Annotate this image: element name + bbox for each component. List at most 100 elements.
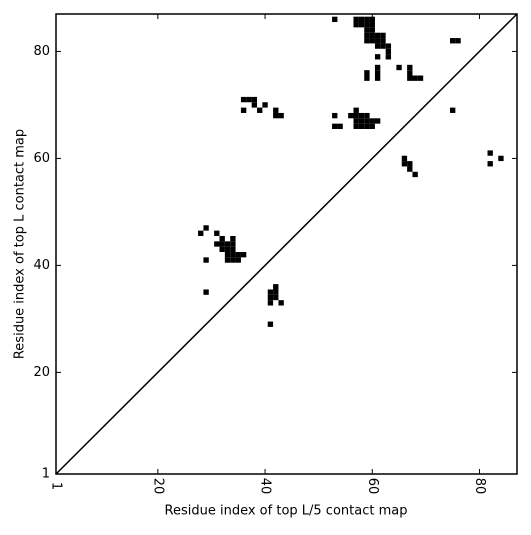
diagonal: [55, 13, 518, 475]
contact-cell: [278, 112, 284, 119]
x-tick-label: 80: [472, 478, 487, 495]
contact-cell: [230, 257, 236, 263]
contact-cell: [364, 112, 370, 119]
contact-cell: [230, 241, 236, 247]
contact-cell: [214, 241, 220, 247]
contact-cell: [374, 118, 381, 124]
contact-cell: [364, 70, 370, 76]
contact-cell: [198, 230, 204, 236]
contact-cell: [449, 107, 456, 113]
contact-cell: [273, 107, 279, 113]
contact-cell: [407, 75, 413, 81]
contact-cell: [224, 246, 231, 253]
contact-cell: [380, 38, 386, 44]
contact-cell: [235, 257, 241, 263]
x-tick-label: 40: [258, 478, 273, 495]
contact-cell: [332, 112, 338, 119]
contact-cell: [358, 112, 365, 119]
contact-cell: [449, 38, 456, 44]
x-tick-label: 60: [365, 478, 380, 495]
contact-cell: [374, 75, 381, 81]
contact-cell: [267, 321, 274, 327]
contact-cell: [412, 171, 418, 178]
contact-cell: [487, 161, 493, 167]
contact-cell: [380, 32, 386, 39]
contact-cell: [407, 70, 413, 76]
contact-cell: [364, 118, 370, 124]
contact-cell: [407, 64, 413, 71]
y-tick-label: 20: [33, 365, 50, 380]
contact-cell: [230, 246, 236, 253]
y-tick-label: 60: [33, 151, 50, 166]
contact-cell: [498, 155, 504, 162]
contact-cell: [240, 96, 247, 103]
contact-cell: [219, 241, 225, 247]
contact-cell: [267, 289, 274, 295]
contact-cell: [214, 230, 220, 236]
x-tick-label: 1: [49, 482, 64, 490]
contact-cell: [364, 38, 370, 44]
contact-cell: [273, 294, 279, 301]
contact-cell: [374, 43, 381, 49]
contact-cell: [407, 166, 413, 172]
contact-cell: [273, 289, 279, 295]
contact-cell: [487, 150, 493, 156]
contact-cell: [364, 75, 370, 81]
contact-cell: [203, 225, 209, 231]
contact-cell: [385, 43, 392, 49]
contact-cell: [267, 300, 274, 306]
contact-cell: [273, 112, 279, 119]
contact-cell: [273, 284, 279, 290]
contact-cell: [353, 22, 359, 28]
contact-cell: [369, 16, 375, 23]
contact-cell: [358, 123, 365, 129]
contact-cell: [203, 289, 209, 295]
contact-cell: [369, 38, 375, 44]
contact-cell: [353, 123, 359, 129]
contact-cell: [374, 32, 381, 39]
contact-cell: [262, 102, 268, 108]
contact-cell: [385, 48, 392, 55]
contact-cell: [332, 16, 338, 23]
contact-cell: [348, 112, 354, 119]
contact-cell: [364, 32, 370, 39]
contact-cell: [369, 118, 375, 124]
contact-cell: [364, 22, 370, 28]
contact-cell: [364, 16, 370, 23]
contact-cell: [369, 27, 375, 33]
y-tick-label: 40: [33, 258, 50, 273]
contact-cell: [230, 235, 236, 242]
contact-cell: [358, 22, 365, 28]
contact-cell: [353, 107, 359, 113]
contact-cell: [337, 123, 343, 129]
contact-cell: [374, 38, 381, 44]
contact-cell: [396, 64, 402, 71]
x-axis-label: Residue index of top L/5 contact map: [165, 504, 408, 519]
contact-cell: [219, 235, 225, 242]
contact-cell: [412, 75, 418, 81]
contact-cell: [332, 123, 338, 129]
y-tick-label: 1: [42, 467, 50, 482]
contact-cell: [224, 257, 231, 263]
contact-cell: [224, 252, 231, 258]
contact-cell: [235, 252, 241, 258]
contact-cell: [257, 107, 263, 113]
plot-frame: [55, 13, 518, 475]
y-axis-label: Residue index of top L contact map: [13, 129, 28, 359]
contact-cell: [374, 54, 381, 60]
contact-cell: [369, 123, 375, 129]
contact-cell: [267, 294, 274, 301]
contact-cell: [230, 252, 236, 258]
contact-cell: [407, 161, 413, 167]
contact-cell: [358, 118, 365, 124]
contact-cell: [240, 107, 247, 113]
contact-cell: [246, 96, 252, 103]
contact-cell: [369, 22, 375, 28]
contact-cell: [374, 64, 381, 71]
x-tick-label: 20: [150, 478, 165, 495]
contact-cell: [385, 54, 392, 60]
contact-cell: [455, 38, 461, 44]
contact-cell: [358, 16, 365, 23]
contact-cell: [353, 112, 359, 119]
